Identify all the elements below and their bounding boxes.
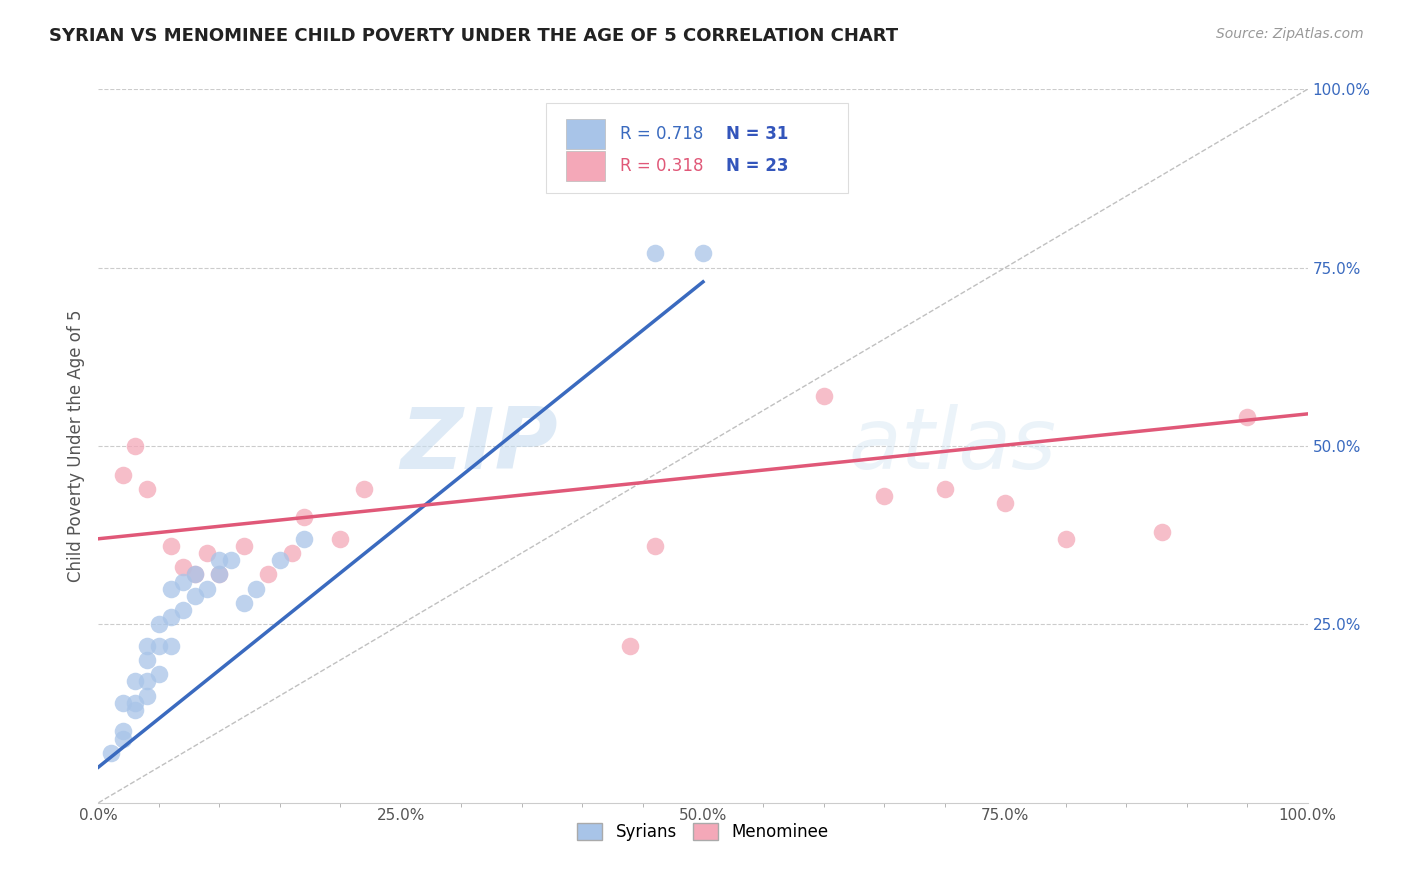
Point bbox=[232, 596, 254, 610]
Point bbox=[292, 532, 315, 546]
Point bbox=[111, 731, 134, 746]
Point bbox=[160, 539, 183, 553]
Point bbox=[172, 560, 194, 574]
Point bbox=[148, 639, 170, 653]
Point bbox=[208, 567, 231, 582]
Point bbox=[184, 589, 207, 603]
Point bbox=[160, 582, 183, 596]
Point bbox=[208, 553, 231, 567]
Point bbox=[873, 489, 896, 503]
Point bbox=[232, 539, 254, 553]
Point bbox=[353, 482, 375, 496]
Point bbox=[692, 246, 714, 260]
Text: R = 0.718: R = 0.718 bbox=[620, 125, 703, 143]
Point bbox=[172, 603, 194, 617]
Point bbox=[160, 639, 183, 653]
Point bbox=[160, 610, 183, 624]
Point bbox=[1152, 524, 1174, 539]
Point bbox=[195, 546, 218, 560]
Point bbox=[124, 696, 146, 710]
Point bbox=[619, 639, 641, 653]
Point bbox=[269, 553, 291, 567]
Point bbox=[934, 482, 956, 496]
Point bbox=[208, 567, 231, 582]
Y-axis label: Child Poverty Under the Age of 5: Child Poverty Under the Age of 5 bbox=[66, 310, 84, 582]
Point bbox=[148, 667, 170, 681]
Point bbox=[135, 639, 157, 653]
Point bbox=[111, 467, 134, 482]
Point bbox=[135, 674, 157, 689]
Point bbox=[148, 617, 170, 632]
Point bbox=[813, 389, 835, 403]
Point bbox=[221, 553, 243, 567]
Point bbox=[100, 746, 122, 760]
Point bbox=[994, 496, 1017, 510]
Point bbox=[124, 674, 146, 689]
Text: N = 23: N = 23 bbox=[725, 157, 789, 175]
Point bbox=[1054, 532, 1077, 546]
Point bbox=[281, 546, 304, 560]
Text: ZIP: ZIP bbox=[401, 404, 558, 488]
Text: R = 0.318: R = 0.318 bbox=[620, 157, 703, 175]
Point bbox=[172, 574, 194, 589]
Point bbox=[135, 653, 157, 667]
Point bbox=[124, 703, 146, 717]
Point bbox=[111, 724, 134, 739]
Point bbox=[135, 689, 157, 703]
Point bbox=[124, 439, 146, 453]
Point bbox=[1236, 410, 1258, 425]
Point bbox=[184, 567, 207, 582]
Point bbox=[329, 532, 352, 546]
Bar bbox=[567, 151, 605, 180]
Point bbox=[245, 582, 267, 596]
Point bbox=[135, 482, 157, 496]
Point bbox=[195, 582, 218, 596]
Point bbox=[256, 567, 278, 582]
Bar bbox=[567, 120, 605, 149]
FancyBboxPatch shape bbox=[546, 103, 848, 193]
Point bbox=[644, 246, 666, 260]
Text: N = 31: N = 31 bbox=[725, 125, 789, 143]
Point bbox=[644, 539, 666, 553]
Point bbox=[111, 696, 134, 710]
Text: Source: ZipAtlas.com: Source: ZipAtlas.com bbox=[1216, 27, 1364, 41]
Text: SYRIAN VS MENOMINEE CHILD POVERTY UNDER THE AGE OF 5 CORRELATION CHART: SYRIAN VS MENOMINEE CHILD POVERTY UNDER … bbox=[49, 27, 898, 45]
Point bbox=[184, 567, 207, 582]
Text: atlas: atlas bbox=[848, 404, 1056, 488]
Point bbox=[292, 510, 315, 524]
Legend: Syrians, Menominee: Syrians, Menominee bbox=[571, 816, 835, 848]
